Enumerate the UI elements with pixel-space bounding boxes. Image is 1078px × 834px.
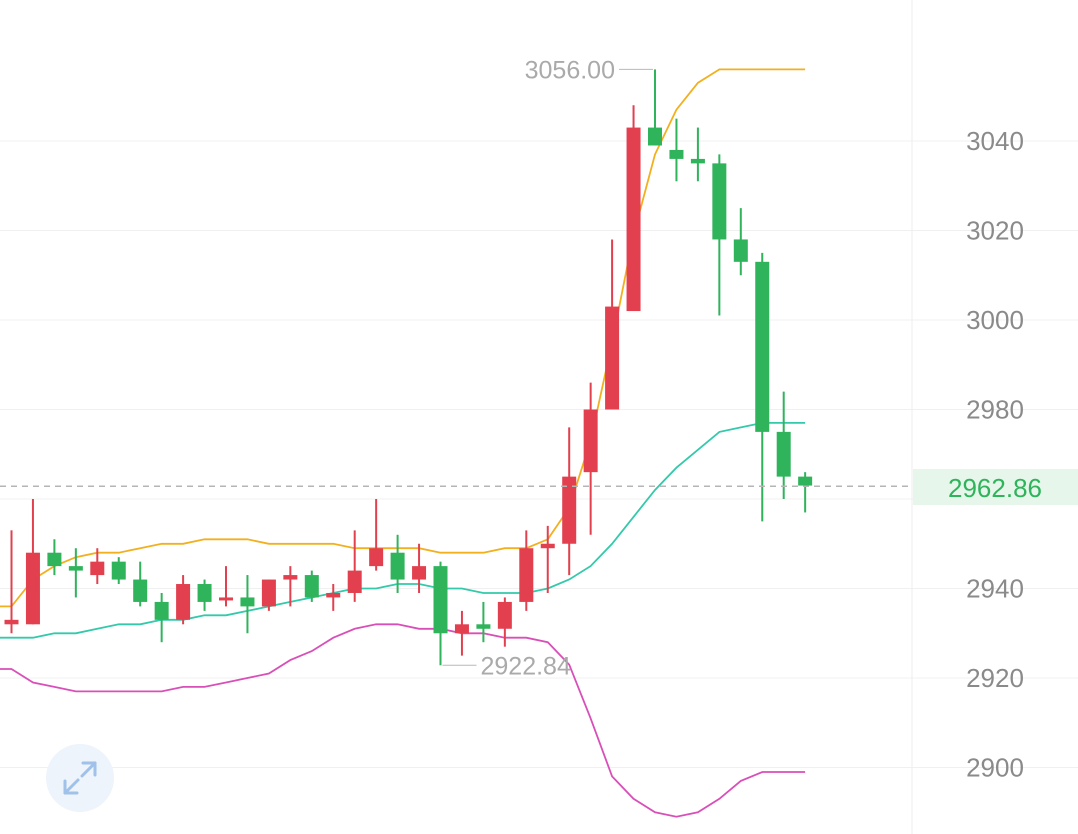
candle-body [755, 261, 770, 432]
candle [283, 566, 298, 607]
candle-body [669, 149, 684, 159]
candle [47, 539, 62, 576]
candle-body [90, 561, 105, 576]
candle-body [219, 597, 233, 601]
current-price-background [913, 469, 1078, 505]
candle-body [326, 592, 341, 598]
candle [497, 597, 512, 647]
candle-body [476, 624, 491, 629]
candle-body [240, 597, 255, 607]
candle [304, 570, 319, 602]
candle [390, 534, 405, 593]
candle-body [261, 579, 276, 607]
candle-body [347, 570, 362, 593]
candle [669, 118, 684, 182]
candle [626, 105, 641, 312]
candle [454, 610, 469, 656]
candle [733, 208, 748, 276]
candle-body [68, 566, 83, 571]
candle [326, 584, 341, 611]
y-tick-label: 2940 [966, 574, 1024, 604]
candle-body [690, 158, 705, 164]
candle-body [412, 566, 427, 580]
candle-body [304, 575, 319, 598]
candle [111, 557, 126, 585]
candle-body [776, 431, 791, 477]
candle [776, 391, 791, 499]
candle-body [154, 601, 169, 620]
y-tick-label: 3020 [966, 216, 1024, 246]
candle-body [197, 584, 212, 602]
candle [133, 561, 148, 607]
current-price-tag: 2962.86 [913, 469, 1078, 505]
candle [583, 382, 598, 535]
price-markers: 3056.00 2922.84 [442, 56, 653, 680]
lower-band-line [0, 623, 806, 818]
candle-body [605, 306, 620, 410]
candle-body [648, 127, 662, 146]
candle-body [454, 624, 469, 634]
candle [347, 530, 362, 602]
candle-body [562, 476, 577, 544]
candle-body [583, 409, 598, 473]
candle [476, 601, 491, 643]
bollinger-bands [0, 68, 806, 818]
y-axis: 3040 3020 3000 2980 2940 2920 2900 [966, 126, 1024, 783]
candle-body [712, 163, 727, 240]
low-marker-label: 2922.84 [481, 652, 571, 680]
candles [4, 69, 813, 666]
candle [219, 566, 233, 607]
candle [240, 575, 255, 634]
y-tick-label: 2980 [966, 395, 1024, 425]
candle [176, 575, 191, 625]
candle [433, 561, 448, 666]
candle-body [497, 601, 512, 629]
candle [197, 579, 212, 611]
candle [90, 548, 105, 585]
candle-body [519, 548, 534, 602]
candle [412, 543, 427, 593]
expand-icon [63, 761, 97, 795]
candle [605, 239, 620, 410]
candle-body [626, 127, 641, 312]
y-tick-label: 2900 [966, 753, 1024, 783]
candle [369, 499, 384, 571]
candle [519, 530, 534, 611]
high-marker-label: 3056.00 [525, 56, 615, 84]
candle [562, 427, 577, 576]
candle-body [133, 579, 148, 602]
upper-band-line [0, 68, 806, 608]
candle-body [369, 548, 384, 567]
candle-body [47, 552, 62, 567]
candle [648, 69, 662, 146]
y-tick-label: 3000 [966, 305, 1024, 335]
candle [25, 499, 40, 625]
y-tick-label: 2920 [966, 663, 1024, 693]
candle [68, 548, 83, 598]
candle-body [283, 575, 298, 580]
middle-band-line [0, 422, 806, 639]
candle [540, 525, 555, 593]
candle [798, 472, 813, 513]
candle-body [390, 552, 405, 580]
candle [154, 592, 169, 643]
candle-body [4, 619, 19, 625]
candle-body [540, 543, 555, 549]
y-tick-label: 3040 [966, 126, 1024, 156]
current-price-label: 2962.86 [948, 473, 1042, 503]
expand-button[interactable] [46, 744, 114, 812]
candle-body [798, 476, 813, 486]
candle-body [111, 561, 126, 580]
candle-body [25, 552, 40, 625]
candle [690, 127, 705, 182]
candle-body [176, 584, 191, 620]
candle [712, 154, 727, 316]
candle [261, 579, 276, 611]
candle-body [433, 566, 448, 634]
candle-body [733, 239, 748, 262]
candle [4, 530, 19, 634]
candle [755, 252, 770, 522]
